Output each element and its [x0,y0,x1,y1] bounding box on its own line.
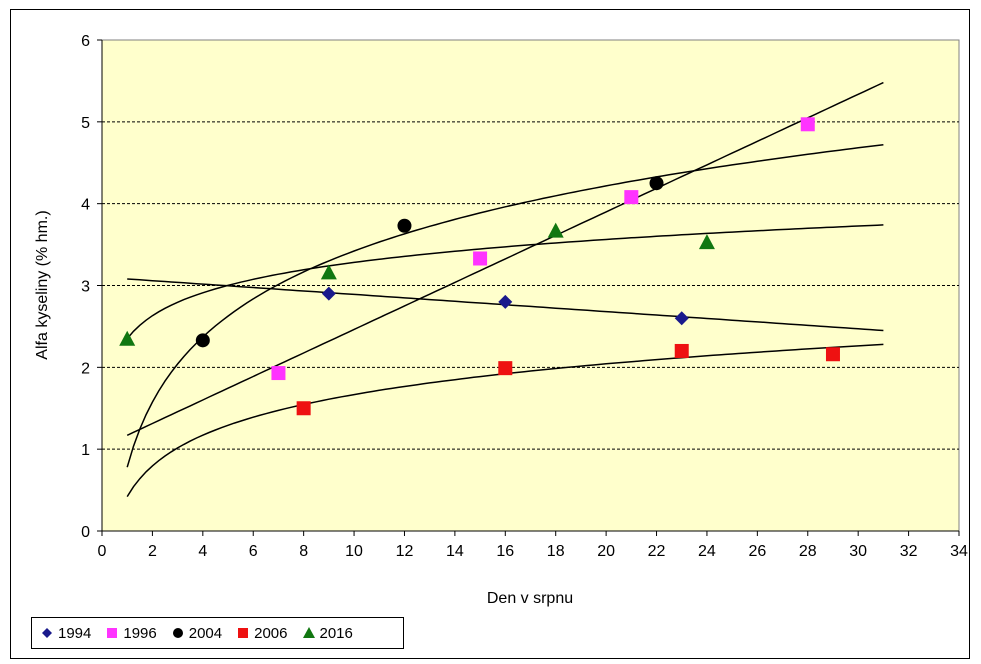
legend-marker-2004 [172,628,183,638]
x-tick-label: 4 [198,543,207,560]
x-tick-label: 18 [547,543,565,560]
x-tick-label: 28 [799,543,817,560]
legend-item-2004: 2004 [171,625,222,642]
data-point-2016 [698,234,715,250]
x-tick-label: 14 [446,543,464,560]
data-point-2004 [649,176,664,191]
data-point-2004 [397,218,412,233]
y-tick-label: 5 [81,115,90,132]
data-point-1994 [498,294,513,309]
y-axis-title: Alfa kyseliny (% hm.) [34,210,51,359]
legend: 1994 1996 2004 2006 2016 [31,617,404,649]
x-tick-label: 22 [648,543,666,560]
legend-marker-2016 [302,627,315,638]
x-axis-title: Den v srpnu [487,590,573,607]
data-point-2006 [498,361,513,376]
x-tick-label: 0 [98,543,107,560]
legend-item-2006: 2006 [236,624,288,642]
data-point-2006 [825,347,840,362]
data-point-2016 [119,330,136,346]
x-tick-labels: 0 2 4 6 8 10 12 14 16 18 20 22 24 26 28 30 32 34 [98,543,968,560]
y-tick-label: 0 [81,524,90,541]
data-point-1994 [321,286,336,301]
y-tick-label: 1 [81,442,90,459]
legend-label: 1996 [123,624,157,642]
x-tick-label: 32 [900,543,918,560]
trend-line-1996 [126,81,884,436]
y-tick-label: 2 [81,360,90,377]
legend-item-2016: 2016 [302,625,353,642]
x-tick-label: 30 [849,543,867,560]
x-tick-label: 2 [148,543,157,560]
legend-item-1996: 1996 [105,624,157,642]
trend-line-2004 [126,143,884,468]
y-tick-label: 6 [81,33,90,50]
data-point-2006 [674,343,689,358]
x-tick-label: 12 [396,543,414,560]
x-tick-label: 34 [950,543,968,560]
y-tick-label: 4 [81,197,90,214]
legend-label: 2016 [319,624,353,642]
x-tick-label: 26 [748,543,766,560]
x-tick-label: 6 [249,543,258,560]
axes [97,39,960,536]
legend-label: 2006 [254,624,288,642]
data-points [119,117,840,416]
x-tick-label: 20 [597,543,615,560]
x-tick-label: 8 [299,543,308,560]
legend-marker-2006 [238,628,249,638]
data-point-2016 [547,222,564,238]
x-tick-label: 16 [496,543,514,560]
data-point-1996 [473,251,488,266]
legend-label: 1994 [58,624,92,642]
y-tick-labels: 0 1 2 3 4 5 6 [81,33,90,541]
data-point-2004 [195,333,210,348]
data-point-2016 [320,264,337,280]
legend-marker-1994 [42,628,52,638]
data-point-2006 [296,401,311,416]
trend-line-2016 [126,224,884,340]
grid-lines [102,121,959,450]
data-point-1994 [674,311,689,326]
data-point-1996 [800,117,815,132]
x-tick-label: 24 [698,543,716,560]
legend-label: 2004 [188,624,223,642]
data-point-1996 [624,190,639,205]
legend-marker-1996 [107,628,118,638]
y-tick-label: 3 [81,279,90,296]
data-point-1996 [271,366,286,381]
x-tick-label: 10 [345,543,363,560]
legend-item-1994: 1994 [40,625,91,642]
